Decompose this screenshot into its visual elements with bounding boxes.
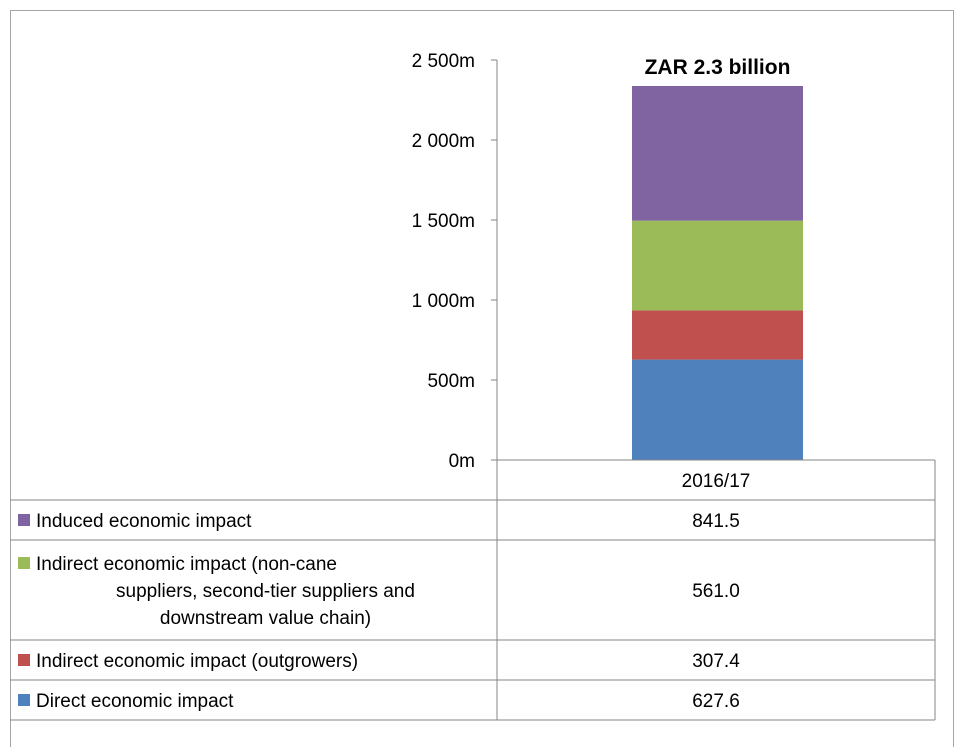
legend-label: downstream value chain) [160, 608, 371, 629]
category-label: 2016/17 [682, 471, 751, 492]
y-tick-label: 1 000m [412, 291, 475, 312]
y-tick-label: 500m [427, 371, 475, 392]
bar-segment-2 [632, 310, 803, 360]
y-tick-label: 2 500m [412, 51, 475, 72]
y-tick-label: 1 500m [412, 211, 475, 232]
bar-segment-3 [632, 220, 803, 311]
data-value-label: 561.0 [692, 581, 740, 602]
legend-label: Indirect economic impact (non-cane [36, 554, 337, 575]
bar-segment-4 [632, 86, 803, 221]
legend-label: Direct economic impact [36, 691, 234, 712]
total-label: ZAR 2.3 billion [645, 56, 791, 79]
data-value-label: 627.6 [692, 691, 740, 712]
bar-segment-1 [632, 359, 803, 460]
legend-label: Induced economic impact [36, 511, 252, 532]
chart-frame [10, 10, 954, 747]
legend-label: suppliers, second-tier suppliers and [116, 581, 415, 602]
legend-label: Indirect economic impact (outgrowers) [36, 651, 358, 672]
data-value-label: 307.4 [692, 651, 740, 672]
y-tick-label: 2 000m [412, 131, 475, 152]
legend-swatch [18, 654, 30, 666]
y-tick-label: 0m [449, 451, 475, 472]
legend-swatch [18, 694, 30, 706]
legend-swatch [18, 557, 30, 569]
legend-swatch [18, 514, 30, 526]
data-value-label: 841.5 [692, 511, 740, 532]
